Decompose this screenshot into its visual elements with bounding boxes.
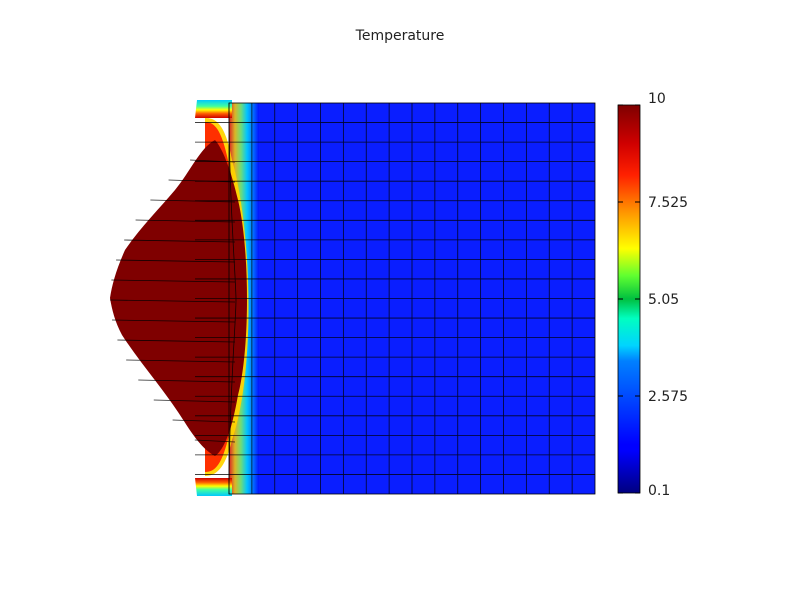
- plot-area: [110, 100, 596, 496]
- domain-outline: [228, 102, 596, 495]
- colorbar-ticks: 0.1 2.575 5.05 7.525 10: [618, 91, 688, 499]
- colorbar: 0.1 2.575 5.05 7.525 10: [617, 91, 688, 499]
- top-cap: [195, 100, 232, 118]
- mesh-line-bulge: [153, 399, 236, 403]
- mesh-line-bulge: [112, 319, 236, 323]
- mesh-line-bulge: [111, 279, 236, 283]
- colorbar-tick-label: 0.1: [648, 483, 670, 499]
- mesh-line-bulge: [150, 199, 236, 203]
- mesh-grid: [110, 102, 595, 495]
- mesh-line-bulge: [168, 179, 236, 183]
- mesh-line-bulge: [190, 159, 236, 163]
- colorbar-tick-label: 10: [648, 91, 666, 107]
- interface-line: [228, 102, 237, 495]
- mesh-line-bulge: [172, 419, 236, 423]
- mesh-line-bulge: [110, 299, 236, 303]
- mesh-line-bulge: [116, 259, 236, 263]
- colorbar-tick-label: 2.575: [648, 389, 688, 405]
- hot-region: [110, 140, 247, 456]
- colorbar-tick-label: 7.525: [648, 195, 688, 211]
- mesh-line-bulge: [126, 359, 236, 363]
- chart-title: Temperature: [355, 28, 445, 44]
- bottom-cap: [195, 478, 232, 496]
- mesh-line-bulge: [135, 219, 236, 223]
- mesh-line-bulge: [138, 379, 236, 383]
- mesh-line-bulge: [124, 239, 236, 243]
- mesh-line-bulge: [194, 439, 236, 443]
- mesh-line-bulge: [117, 339, 236, 343]
- colorbar-tick-label: 5.05: [648, 292, 679, 308]
